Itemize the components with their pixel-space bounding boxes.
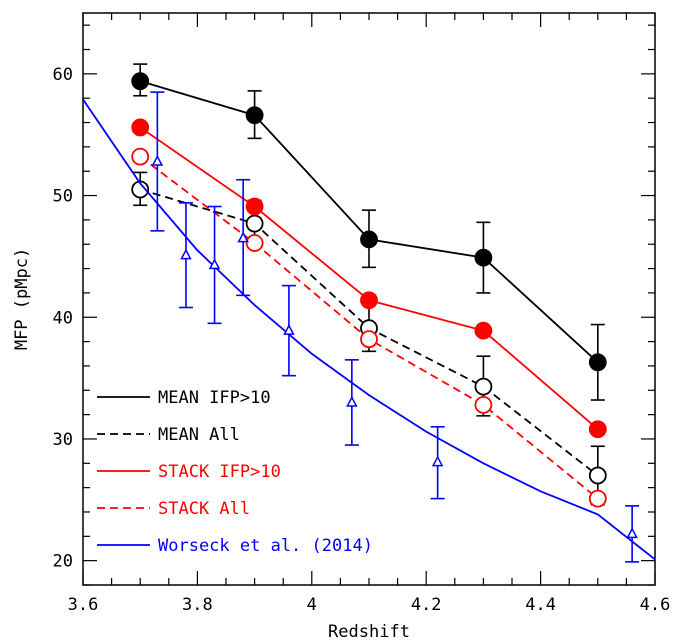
y-tick-label: 50 <box>53 187 73 207</box>
legend-label: STACK IFP>10 <box>158 462 281 482</box>
series-line <box>139 126 599 430</box>
legend-label: MEAN IFP>10 <box>158 388 271 408</box>
x-axis-title: Redshift <box>328 622 410 642</box>
x-tick-label: 4.6 <box>640 595 671 615</box>
y-tick-label: 20 <box>53 552 73 572</box>
x-tick-label: 4 <box>307 595 317 615</box>
series-line-worseck-model <box>82 98 656 561</box>
data-point-filled <box>245 106 264 125</box>
legend: MEAN IFP>10 MEAN All STACK IFP>10 STACK All… <box>97 388 373 556</box>
worseck-data-point <box>151 154 164 166</box>
y-tick-label: 30 <box>53 430 73 450</box>
data-point-filled <box>131 72 150 91</box>
y-tick-label: 60 <box>53 65 73 85</box>
y-tick-label: 40 <box>53 308 73 328</box>
plot-series <box>82 63 656 563</box>
data-point-filled <box>245 197 264 216</box>
worseck-data-point <box>283 324 295 335</box>
data-point-filled <box>588 353 607 372</box>
data-point-open <box>131 180 150 199</box>
worseck-data-point <box>180 248 192 260</box>
data-point-filled <box>131 118 150 137</box>
y-axis-title: MFP (pMpc) <box>12 248 32 350</box>
data-point-open <box>474 395 493 414</box>
legend-label: STACK All <box>158 499 250 519</box>
data-point-open <box>360 330 378 349</box>
data-point-open <box>474 377 493 396</box>
axes: 3.6 3.8 4 4.2 4.4 4.6 20 30 40 50 60 <box>53 12 671 615</box>
worseck-data-point <box>208 258 221 270</box>
x-tick-label: 3.6 <box>68 595 99 615</box>
data-point-filled <box>360 291 378 310</box>
data-point-filled <box>474 248 493 267</box>
worseck-data-point <box>626 527 638 539</box>
data-point-open <box>131 147 150 166</box>
data-point-open <box>588 489 607 508</box>
worseck-data-point <box>431 455 444 467</box>
data-point-open <box>245 214 264 233</box>
data-point-filled <box>588 420 607 439</box>
x-tick-label: 3.8 <box>182 595 213 615</box>
worseck-data-point <box>346 395 358 407</box>
x-tick-label: 4.2 <box>411 595 442 615</box>
data-point-open <box>245 234 264 252</box>
data-point-filled <box>474 321 493 340</box>
data-point-filled <box>360 230 378 249</box>
x-tick-label: 4.4 <box>525 595 556 615</box>
legend-label: Worseck et al. (2014) <box>158 536 373 556</box>
worseck-data-point <box>237 231 249 243</box>
legend-label: MEAN All <box>158 425 240 445</box>
data-point-open <box>588 466 607 485</box>
